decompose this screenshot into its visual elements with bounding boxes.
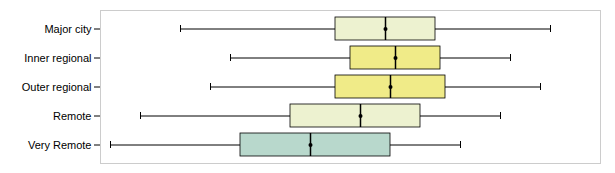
svg-text:Very Remote: Very Remote: [28, 139, 92, 151]
svg-text:Inner regional: Inner regional: [24, 52, 91, 64]
svg-text:Outer regional: Outer regional: [22, 81, 92, 93]
svg-text:Major city: Major city: [44, 23, 92, 35]
svg-text:Remote: Remote: [53, 110, 92, 122]
